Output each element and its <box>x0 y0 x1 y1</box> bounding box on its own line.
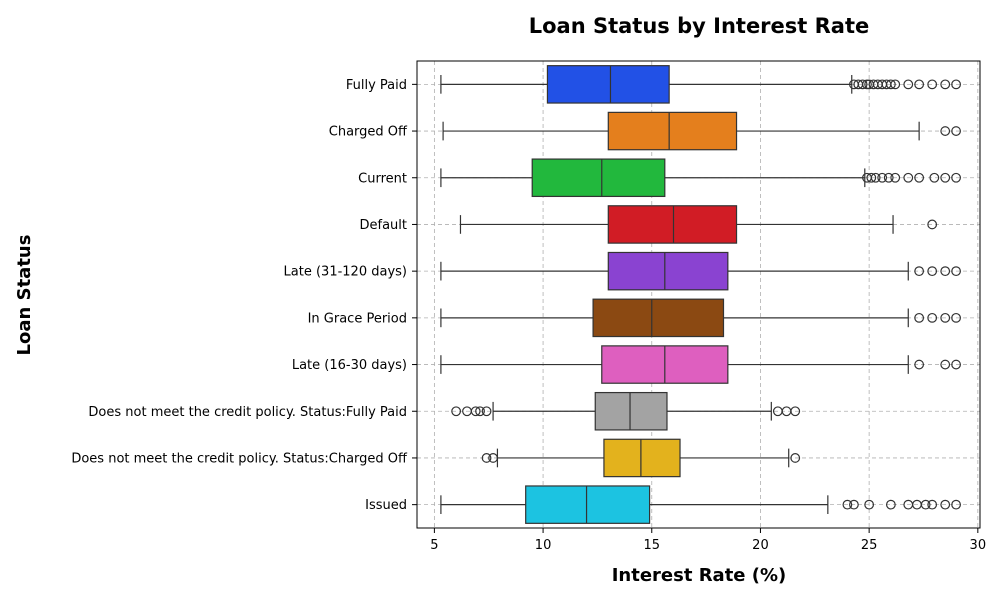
x-tick-label: 15 <box>643 538 660 553</box>
iqr-box <box>592 298 725 338</box>
outlier-point <box>890 172 901 183</box>
plot-frame <box>416 60 981 529</box>
outlier-point <box>870 172 881 183</box>
y-tick-label: In Grace Period <box>308 311 407 326</box>
box-group <box>440 345 961 384</box>
outlier-point <box>951 79 961 90</box>
y-tick-label: Late (31-120 days) <box>284 265 407 280</box>
outlier-point <box>866 172 877 183</box>
outlier-point <box>914 172 925 183</box>
outlier-point <box>842 499 853 510</box>
outlier-point <box>940 312 951 323</box>
outlier-point <box>951 266 961 277</box>
outlier-point <box>927 499 938 510</box>
box-group <box>440 65 961 104</box>
outlier-point <box>885 79 896 90</box>
chart-title: Loan Status by Interest Rate <box>529 14 870 38</box>
outlier-point <box>914 79 925 90</box>
x-tick-label: 30 <box>970 538 987 553</box>
box-group <box>451 391 801 431</box>
outlier-point <box>940 79 951 90</box>
outlier-point <box>488 453 498 463</box>
iqr-box <box>607 251 729 291</box>
outlier-point <box>940 499 951 510</box>
outlier-point <box>940 126 951 136</box>
x-axis-title: Interest Rate (%) <box>612 565 787 586</box>
y-tick-label: Late (16-30 days) <box>292 358 407 373</box>
outlier-point <box>914 312 925 323</box>
iqr-box <box>607 111 738 151</box>
iqr-box <box>607 205 738 244</box>
outlier-point <box>914 266 925 277</box>
y-tick-label: Does not meet the credit policy. Status:… <box>71 451 408 466</box>
outlier-point <box>951 126 961 136</box>
box-group <box>442 111 961 151</box>
outlier-point <box>885 499 896 510</box>
iqr-box <box>531 158 666 198</box>
box-group <box>481 438 801 478</box>
box-group <box>459 205 938 244</box>
outlier-point <box>951 359 961 370</box>
outlier-point <box>877 172 888 183</box>
outlier-point <box>927 266 938 277</box>
outlier-point <box>790 406 801 417</box>
outlier-point <box>951 312 961 323</box>
axis-layer: 5 10 15 20 25 30 Fully Paid Charged Off Current D… <box>71 60 987 553</box>
y-tick-label: Charged Off <box>329 125 408 140</box>
iqr-box <box>603 438 681 478</box>
x-tick-label: 25 <box>861 538 878 553</box>
y-tick-label: Does not meet the credit policy. Status:… <box>88 405 407 420</box>
box-group <box>440 158 961 198</box>
outlier-point <box>940 266 951 277</box>
outlier-point <box>883 172 894 183</box>
outlier-point <box>857 79 868 90</box>
box-group <box>440 251 961 291</box>
x-tick-label: 10 <box>535 538 552 553</box>
y-axis-title: Loan Status <box>14 235 35 356</box>
marks-layer <box>440 65 961 524</box>
outlier-point <box>475 406 485 417</box>
outlier-point <box>890 79 901 90</box>
outlier-point <box>927 219 938 230</box>
box-group <box>440 485 961 524</box>
outlier-point <box>790 453 801 463</box>
box-group <box>440 298 961 338</box>
iqr-box <box>546 65 670 104</box>
outlier-point <box>481 406 492 417</box>
outlier-point <box>481 453 492 463</box>
y-tick-label: Issued <box>365 498 407 513</box>
y-tick-label: Fully Paid <box>346 78 407 93</box>
y-tick-label: Current <box>358 171 407 186</box>
outlier-point <box>920 499 931 510</box>
outlier-point <box>927 312 938 323</box>
outlier-point <box>929 172 940 183</box>
outlier-point <box>951 172 961 183</box>
outlier-point <box>903 79 914 90</box>
outlier-point <box>451 406 462 417</box>
outlier-point <box>927 79 938 90</box>
y-tick-label: Default <box>360 218 408 233</box>
x-tick-label: 20 <box>752 538 769 553</box>
outlier-point <box>914 359 925 370</box>
outlier-point <box>864 499 875 510</box>
outlier-point <box>849 499 859 510</box>
outlier-point <box>951 499 961 510</box>
outlier-point <box>903 172 914 183</box>
iqr-box <box>594 391 668 431</box>
iqr-box <box>525 485 651 524</box>
outlier-point <box>940 359 951 370</box>
outlier-point <box>940 172 951 183</box>
outlier-point <box>470 406 481 417</box>
x-tick-label: 5 <box>430 538 438 553</box>
